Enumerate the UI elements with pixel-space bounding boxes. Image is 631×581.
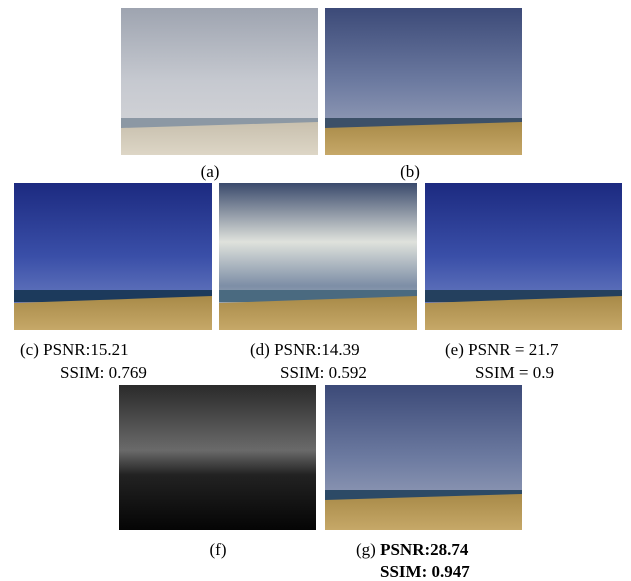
psnr: PSNR:28.74 xyxy=(380,540,469,559)
caption: (a) xyxy=(201,162,220,181)
caption: (g) PSNR:28.74 xyxy=(356,540,469,559)
image-b xyxy=(325,8,522,155)
page: (a) (b) (c) PSNR:15.21 SSIM: 0.769 (d) P… xyxy=(0,0,631,581)
psnr: PSNR = 21.7 xyxy=(468,340,559,359)
image-g xyxy=(325,385,522,530)
panel-id: (g) xyxy=(356,540,376,559)
panel-id: (c) xyxy=(20,340,39,359)
panel-id: (d) xyxy=(250,340,270,359)
image-c xyxy=(14,183,212,330)
image-a xyxy=(121,8,318,155)
caption: (b) xyxy=(400,162,420,181)
psnr: PSNR:15.21 xyxy=(43,340,129,359)
image-f xyxy=(119,385,316,530)
caption: (e) PSNR = 21.7 xyxy=(445,340,559,359)
psnr: PSNR:14.39 xyxy=(274,340,360,359)
ssim: SSIM: 0.592 xyxy=(280,363,367,382)
ssim: SSIM = 0.9 xyxy=(475,363,554,382)
figure: (a) (b) (c) PSNR:15.21 SSIM: 0.769 (d) P… xyxy=(0,0,631,581)
ssim: SSIM: 0.769 xyxy=(60,363,147,382)
caption: (d) PSNR:14.39 xyxy=(250,340,360,359)
images xyxy=(14,8,622,530)
ssim: SSIM: 0.947 xyxy=(380,562,470,581)
panel-id: (e) xyxy=(445,340,464,359)
caption: (c) PSNR:15.21 xyxy=(20,340,129,359)
image-d xyxy=(219,183,417,330)
image-e xyxy=(425,183,622,330)
caption: (f) xyxy=(210,540,227,559)
